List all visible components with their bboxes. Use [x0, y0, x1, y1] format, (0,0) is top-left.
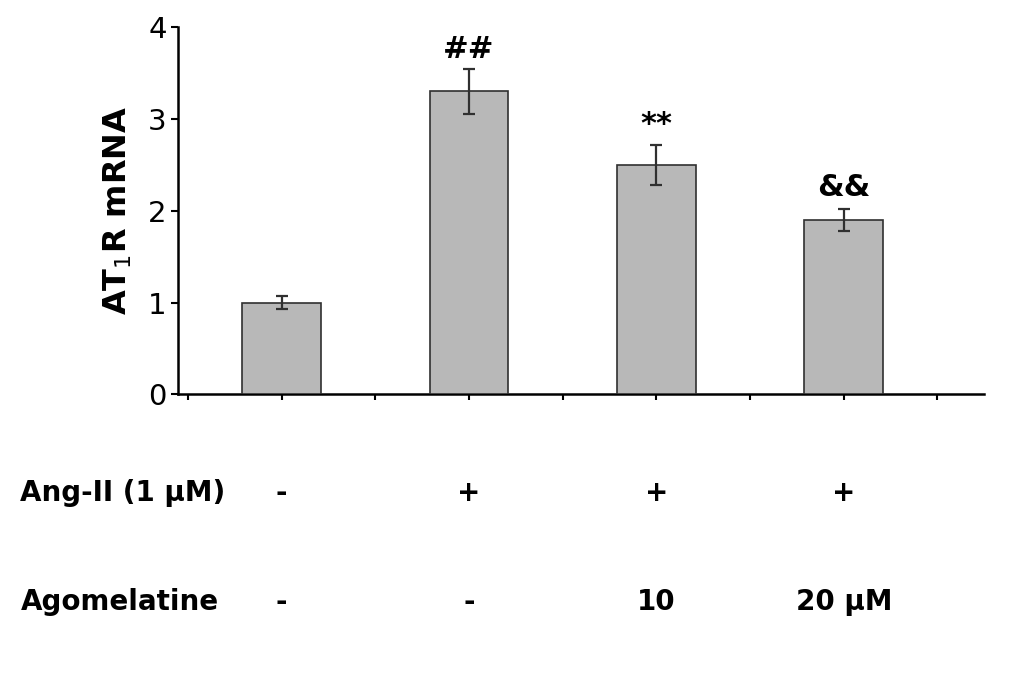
Text: &&: &&	[816, 173, 869, 201]
Text: 20 μM: 20 μM	[795, 588, 892, 616]
Bar	[616, 165, 695, 394]
Text: **: **	[640, 110, 672, 139]
Text: -: -	[275, 479, 287, 507]
Bar	[242, 303, 321, 394]
Text: +: +	[832, 479, 855, 507]
Text: Ang-II (1 μM): Ang-II (1 μM)	[20, 479, 225, 507]
Text: 10: 10	[637, 588, 675, 616]
Text: Agomelatine: Agomelatine	[20, 588, 218, 616]
Y-axis label: AT$_1$R mRNA: AT$_1$R mRNA	[102, 106, 135, 316]
Bar	[429, 92, 507, 394]
Text: ##: ##	[443, 35, 494, 64]
Text: -: -	[463, 588, 474, 616]
Text: -: -	[275, 588, 287, 616]
Text: +: +	[457, 479, 480, 507]
Text: +: +	[644, 479, 667, 507]
Bar	[804, 220, 882, 394]
